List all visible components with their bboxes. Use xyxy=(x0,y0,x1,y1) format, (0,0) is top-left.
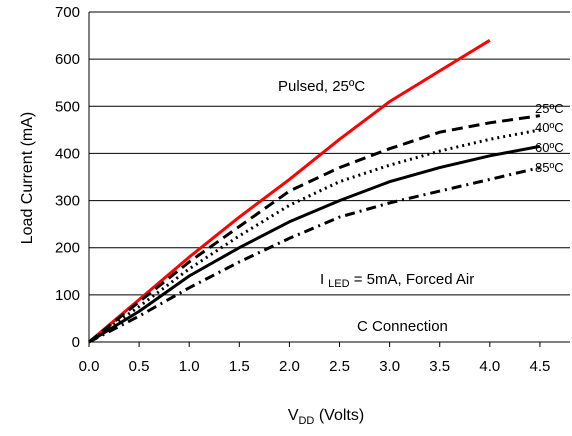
series-line-0 xyxy=(88,39,491,344)
x-axis-label-main: V xyxy=(288,407,299,424)
x-tick-label-3.5: 3.5 xyxy=(429,358,450,375)
x-tick-label-1.5: 1.5 xyxy=(229,358,250,375)
x-tick-label-0.5: 0.5 xyxy=(129,358,150,375)
connection-annotation: C Connection xyxy=(357,318,448,335)
series-line-2 xyxy=(88,128,541,344)
y-tick-labels: 0 100 200 300 400 500 600 700 xyxy=(55,4,80,351)
curve-label-25c: 25ºC xyxy=(535,101,564,116)
x-tick-labels: 0.0 0.5 1.0 1.5 2.0 2.5 3.0 3.5 4.0 4.5 xyxy=(79,358,551,375)
x-tick-label-2.5: 2.5 xyxy=(329,358,350,375)
x-tick-label-4.5: 4.5 xyxy=(530,358,551,375)
pulsed-curve-label: Pulsed, 25ºC xyxy=(278,78,365,95)
curve-label-60c: 60ºC xyxy=(535,140,564,155)
series-line-3 xyxy=(88,144,541,344)
curve-label-85c: 85ºC xyxy=(535,160,564,175)
series-lines xyxy=(88,39,541,344)
iled-annotation: I LED = 5mA, Forced Air xyxy=(320,271,474,290)
x-tick-label-1.0: 1.0 xyxy=(179,358,200,375)
y-tick-label-700: 700 xyxy=(55,4,80,21)
y-tick-label-100: 100 xyxy=(55,287,80,304)
y-tick-label-600: 600 xyxy=(55,51,80,68)
curve-label-40c: 40ºC xyxy=(535,120,564,135)
x-axis-label: VDD (Volts) xyxy=(288,407,364,427)
x-tick-label-0.0: 0.0 xyxy=(79,358,100,375)
y-tick-label-500: 500 xyxy=(55,98,80,115)
x-tick-label-2.0: 2.0 xyxy=(279,358,300,375)
grid-lines xyxy=(89,11,570,296)
y-tick-label-200: 200 xyxy=(55,240,80,257)
iled-main: I xyxy=(320,271,324,288)
x-axis-label-subscript: DD xyxy=(298,415,314,427)
y-tick-label-400: 400 xyxy=(55,145,80,162)
y-tick-label-300: 300 xyxy=(55,193,80,210)
iled-rest: = 5mA, Forced Air xyxy=(350,271,475,288)
x-axis-label-units: (Volts) xyxy=(314,407,364,424)
y-axis-label: Load Current (mA) xyxy=(19,112,36,245)
series-line-1 xyxy=(88,114,541,344)
axes xyxy=(88,12,570,347)
x-tick-label-4.0: 4.0 xyxy=(479,358,500,375)
y-tick-label-0: 0 xyxy=(72,334,80,351)
iled-subscript: LED xyxy=(328,278,349,290)
x-tick-label-3.0: 3.0 xyxy=(379,358,400,375)
